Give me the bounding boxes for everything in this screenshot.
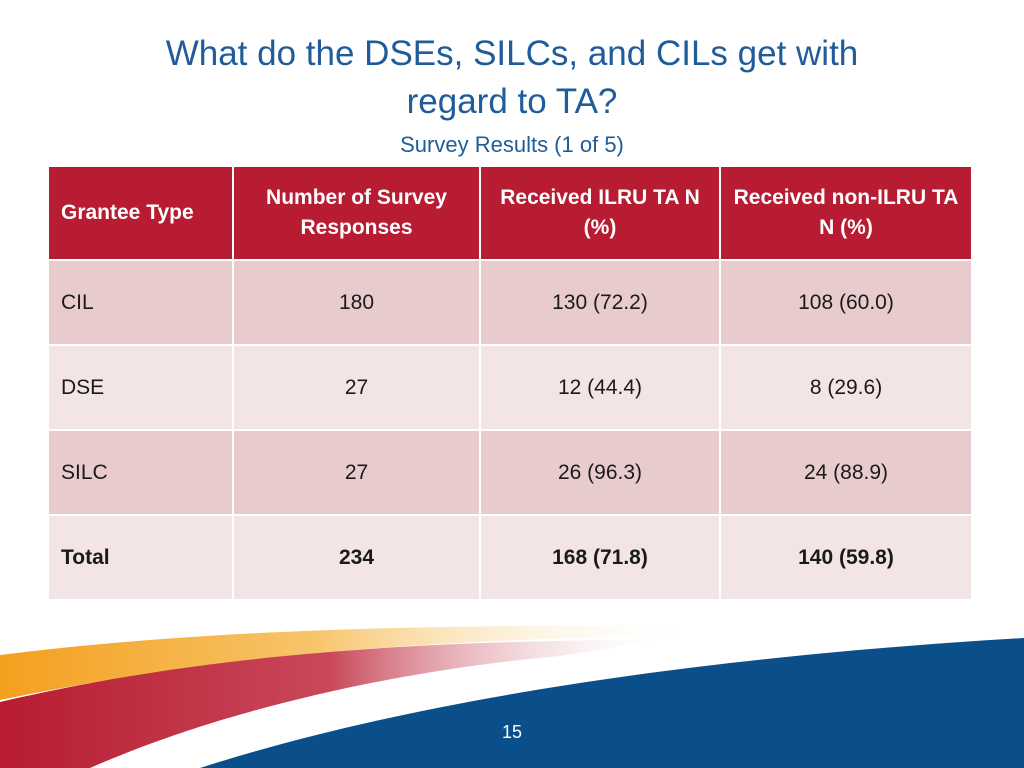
cell-grantee-type: SILC <box>49 430 234 516</box>
cell-ilru-ta: 130 (72.2) <box>480 260 721 346</box>
cell-ilru-ta: 26 (96.3) <box>480 430 721 516</box>
slide-subtitle: Survey Results (1 of 5) <box>400 132 624 157</box>
cell-ilru-ta: 168 (71.8) <box>480 515 721 601</box>
header-received-non-ilru-ta: Received non-ILRU TA N (%) <box>720 167 971 261</box>
swoosh-red-band <box>0 640 660 768</box>
page-number: 15 <box>501 722 523 742</box>
cell-grantee-type: CIL <box>49 260 234 346</box>
survey-results-table: Grantee Type Number of Survey Responses … <box>49 167 971 601</box>
cell-non-ilru-ta: 140 (59.8) <box>720 515 971 601</box>
cell-grantee-type: Total <box>49 515 234 601</box>
cell-ilru-ta: 12 (44.4) <box>480 345 721 431</box>
table-row: SILC 27 26 (96.3) 24 (88.9) <box>49 430 971 516</box>
cell-grantee-type: DSE <box>49 345 234 431</box>
table-header-row: Grantee Type Number of Survey Responses … <box>49 167 971 261</box>
table-row: CIL 180 130 (72.2) 108 (60.0) <box>49 260 971 346</box>
cell-survey-responses: 27 <box>233 345 481 431</box>
slide-title-line-1: What do the DSEs, SILCs, and CILs get wi… <box>165 34 859 73</box>
cell-survey-responses: 234 <box>233 515 481 601</box>
cell-non-ilru-ta: 8 (29.6) <box>720 345 971 431</box>
cell-non-ilru-ta: 24 (88.9) <box>720 430 971 516</box>
header-survey-responses: Number of Survey Responses <box>233 167 481 261</box>
header-grantee-type: Grantee Type <box>49 167 234 261</box>
swoosh-orange-band <box>0 625 700 700</box>
footer-swoosh-decoration <box>0 625 1024 768</box>
cell-survey-responses: 27 <box>233 430 481 516</box>
slide-title-block: What do the DSEs, SILCs, and CILs get wi… <box>0 30 1024 158</box>
cell-non-ilru-ta: 108 (60.0) <box>720 260 971 346</box>
table-row-total: Total 234 168 (71.8) 140 (59.8) <box>49 515 971 601</box>
swoosh-blue-band <box>200 638 1024 768</box>
cell-survey-responses: 180 <box>233 260 481 346</box>
header-received-ilru-ta: Received ILRU TA N (%) <box>480 167 721 261</box>
slide-title-line-2: regard to TA? <box>406 82 618 121</box>
table-row: DSE 27 12 (44.4) 8 (29.6) <box>49 345 971 431</box>
